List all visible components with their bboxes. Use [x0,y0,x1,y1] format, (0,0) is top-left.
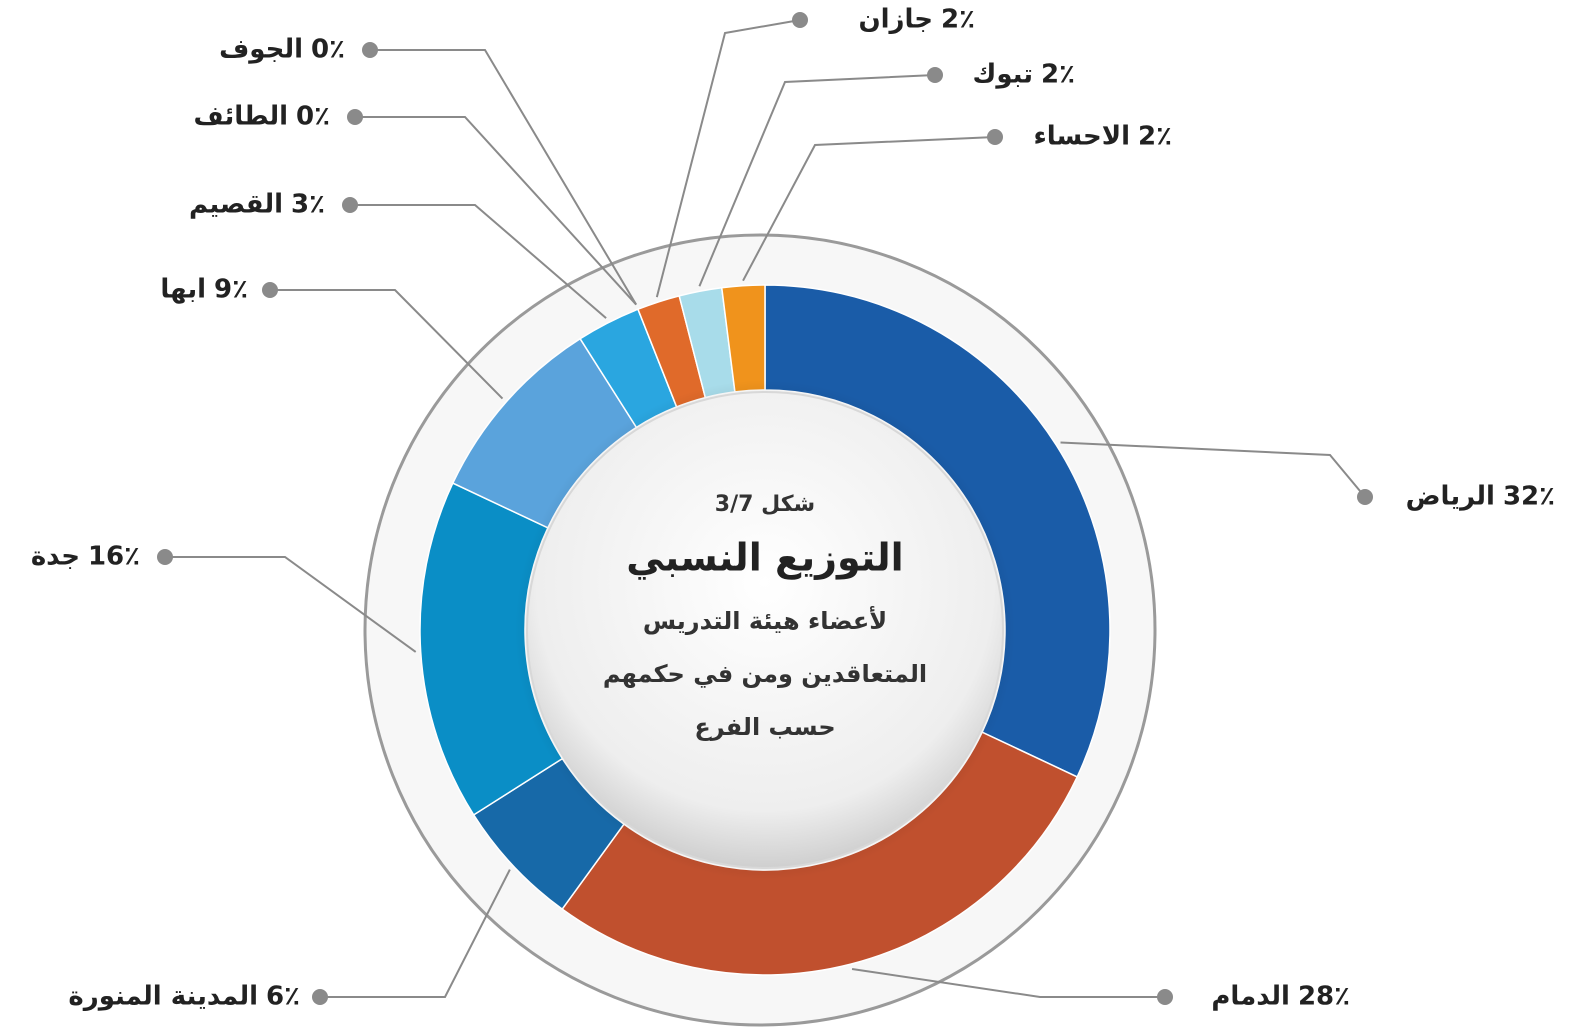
leader-line [320,869,511,998]
leader-line [655,19,801,298]
value-label: 0٪ [296,102,330,132]
leader-line [165,556,417,653]
leader-dot [1157,989,1173,1005]
leader-line [851,968,1165,998]
leader-dot [262,282,278,298]
chart-title: التوزيع النسبي [626,536,903,580]
leader-dot [927,67,943,83]
leader-dot [1357,489,1373,505]
value-label: 6٪ [266,982,300,1012]
value-label: 28٪ [1298,982,1350,1012]
category-label: الرياض [1406,482,1495,512]
leader-line [1060,441,1366,498]
leader-dot [987,129,1003,145]
leader-dot [342,197,358,213]
category-label: ابها [160,275,206,305]
leader-dot [347,109,363,125]
category-label: تبوك [973,60,1034,90]
value-label: 2٪ [1041,60,1075,90]
category-label: المدينة المنورة [68,982,258,1012]
leader-line [370,49,638,306]
leader-dot [362,42,378,58]
leader-dot [312,989,328,1005]
leader-line [742,136,996,282]
category-label: الاحساء [1034,122,1131,152]
leader-dot [157,549,173,565]
category-label: جازان [858,5,933,35]
category-label: الدمام [1211,982,1290,1012]
value-label: 32٪ [1503,482,1555,512]
leader-line [270,289,504,400]
leader-line [350,204,607,319]
subtitle-line: حسب الفرع [694,713,835,741]
center-disc [526,391,1004,869]
category-label: جدة [31,542,80,572]
subtitle-line: المتعاقدين ومن في حكمهم [603,660,927,688]
value-label: 2٪ [1138,122,1172,152]
leader-line [355,116,637,306]
category-label: الجوف [219,35,303,65]
leader-dot [792,12,808,28]
value-label: 9٪ [214,275,248,305]
value-label: 0٪ [311,35,345,65]
leader-line [698,74,936,287]
value-label: 16٪ [88,542,140,572]
figure-label: شكل 3/7 [715,492,815,517]
category-label: الطائف [194,102,289,132]
subtitle-line: لأعضاء هيئة التدريس [643,606,887,635]
value-label: 2٪ [941,5,975,35]
category-label: القصيم [189,190,283,220]
value-label: 3٪ [291,190,325,220]
